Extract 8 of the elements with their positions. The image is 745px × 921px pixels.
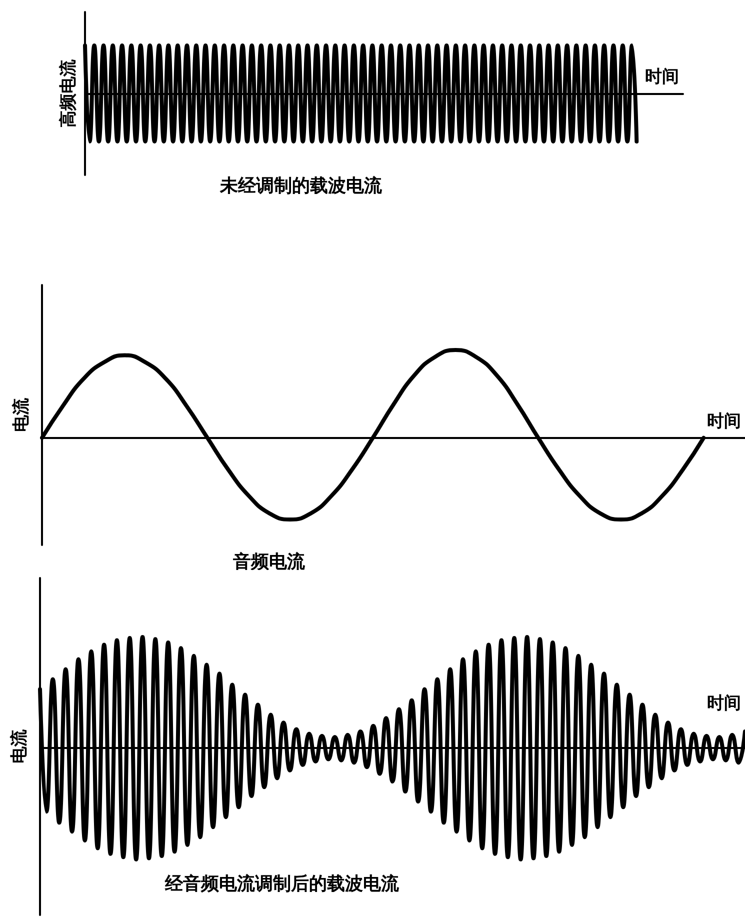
y-axis-title: 电流 [10,728,30,764]
text: 未经调制的载波电流 [219,176,383,196]
text: 经音频电流调制后的载波电流 [164,874,400,894]
x-axis-title: 时间 [707,694,741,714]
y-axis-title: 高频电流 [58,58,78,128]
x-axis-title: 时间 [645,67,679,87]
x-axis-title: 时间 [707,411,741,432]
y-axis-title: 电流 [12,397,32,432]
